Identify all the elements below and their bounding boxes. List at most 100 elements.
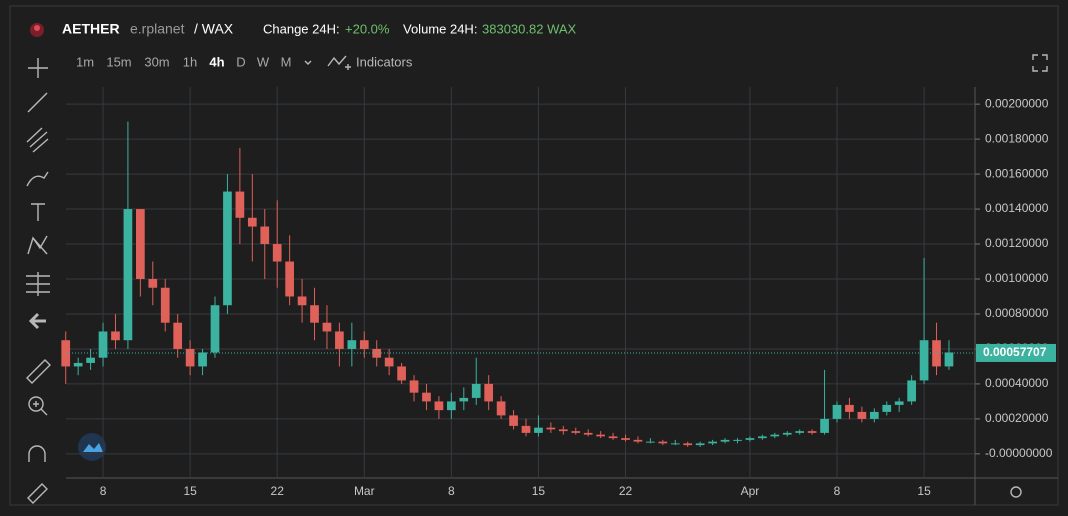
crosshair-tool[interactable] (28, 58, 48, 78)
fib-tool[interactable] (26, 272, 50, 296)
candle-body (86, 357, 95, 363)
y-tick-label: 0.00100000 (985, 271, 1049, 285)
candle-body (621, 438, 630, 440)
candle-body (409, 380, 419, 393)
x-tick-label: 15 (183, 484, 197, 498)
candle-body (247, 217, 257, 227)
candle-body (558, 429, 568, 432)
candle-body (422, 392, 431, 402)
candle-body (708, 441, 717, 444)
back-tool[interactable] (28, 312, 46, 330)
y-tick-label: -0.00000000 (985, 446, 1053, 460)
interval-option[interactable]: M (281, 54, 292, 69)
candle-body (471, 383, 481, 398)
indicators-button[interactable]: Indicators (327, 54, 413, 70)
candle-body (894, 401, 904, 405)
candle-body (670, 443, 680, 445)
candle-body (546, 427, 556, 430)
candle-body (260, 226, 270, 245)
interval-option[interactable]: W (257, 54, 270, 69)
pattern-tool[interactable] (27, 235, 48, 255)
candle-body (136, 209, 145, 280)
drawing-toolbar (26, 58, 51, 504)
change-value: +20.0% (345, 21, 390, 36)
y-tick-label: 0.00080000 (985, 306, 1049, 320)
lock-tool[interactable] (27, 483, 48, 504)
candle-body (695, 443, 705, 446)
candle-body (820, 418, 829, 433)
symbol[interactable]: AETHER (62, 21, 120, 37)
channel-tool[interactable] (26, 127, 49, 153)
candle-body (185, 348, 195, 367)
candle-body (297, 296, 307, 306)
interval-option[interactable]: D (236, 54, 245, 69)
y-tick-label: 0.00160000 (985, 166, 1049, 180)
y-tick-label: 0.00020000 (985, 411, 1049, 425)
interval-option[interactable]: 15m (106, 54, 131, 69)
x-tick-label: 15 (917, 484, 931, 498)
volume-label: Volume 24H: (403, 21, 477, 36)
candle-body (285, 261, 294, 297)
candle-body (384, 357, 394, 367)
axis-labels: -0.000000000.000200000.000400000.0006000… (100, 96, 1056, 498)
zoom-tool[interactable] (28, 396, 44, 412)
fullscreen-button[interactable] (1032, 54, 1048, 72)
candle-body (919, 340, 929, 381)
candle-body (608, 436, 618, 439)
candle-body (123, 209, 133, 341)
candle-body (795, 431, 805, 433)
contract: e.rplanet (130, 21, 185, 37)
candle-body (683, 443, 693, 446)
y-tick-label: 0.00140000 (985, 201, 1049, 215)
last-price-tag (976, 343, 1056, 362)
ruler-tool[interactable] (26, 359, 51, 384)
candle-body (845, 404, 854, 412)
tv-logo-mark (83, 443, 103, 452)
interval-option[interactable]: 1h (183, 54, 197, 69)
x-tick-label: 8 (100, 484, 107, 498)
interval-option[interactable]: 4h (209, 54, 224, 69)
indicators-label[interactable]: Indicators (356, 54, 413, 69)
candle-body (173, 322, 183, 349)
candle-body (496, 401, 506, 416)
candle-body (521, 425, 531, 433)
candle-body (807, 431, 817, 433)
candle-body (720, 439, 730, 442)
candle-body (272, 244, 282, 262)
candle-body (583, 432, 593, 435)
interval-bar: 1m 15m 30m 1h 4h D W M (76, 54, 291, 69)
candle-body (484, 383, 494, 402)
candle-body (98, 331, 108, 358)
candle-body (310, 305, 319, 323)
x-tick-label: 8 (834, 484, 841, 498)
interval-option[interactable]: 1m (76, 54, 94, 69)
token-logo (30, 23, 44, 37)
candle-body (633, 439, 643, 442)
brush-tool[interactable] (26, 171, 49, 187)
candle-body (347, 340, 357, 349)
candle-body (782, 432, 792, 435)
trendline-tool[interactable] (27, 92, 48, 113)
candle-body (770, 434, 780, 437)
x-tick-label: 15 (532, 484, 546, 498)
candle-body (857, 411, 867, 419)
pair: / WAX (194, 21, 234, 37)
volume-value: 383030.82 WAX (482, 21, 577, 36)
candle-body (397, 366, 406, 381)
settings-button[interactable] (1010, 486, 1022, 498)
candle-body (148, 279, 158, 288)
grid (66, 87, 975, 478)
candle-body (646, 441, 655, 443)
candle-body (359, 340, 369, 349)
candle-body (198, 352, 207, 367)
candle-body (944, 352, 954, 367)
candles (61, 121, 975, 447)
magnet-tool[interactable] (28, 445, 46, 462)
x-tick-label: 8 (448, 484, 455, 498)
text-tool[interactable] (31, 203, 45, 221)
interval-dropdown[interactable] (304, 60, 312, 65)
interval-option[interactable]: 30m (144, 54, 169, 69)
candle-body (223, 191, 232, 306)
